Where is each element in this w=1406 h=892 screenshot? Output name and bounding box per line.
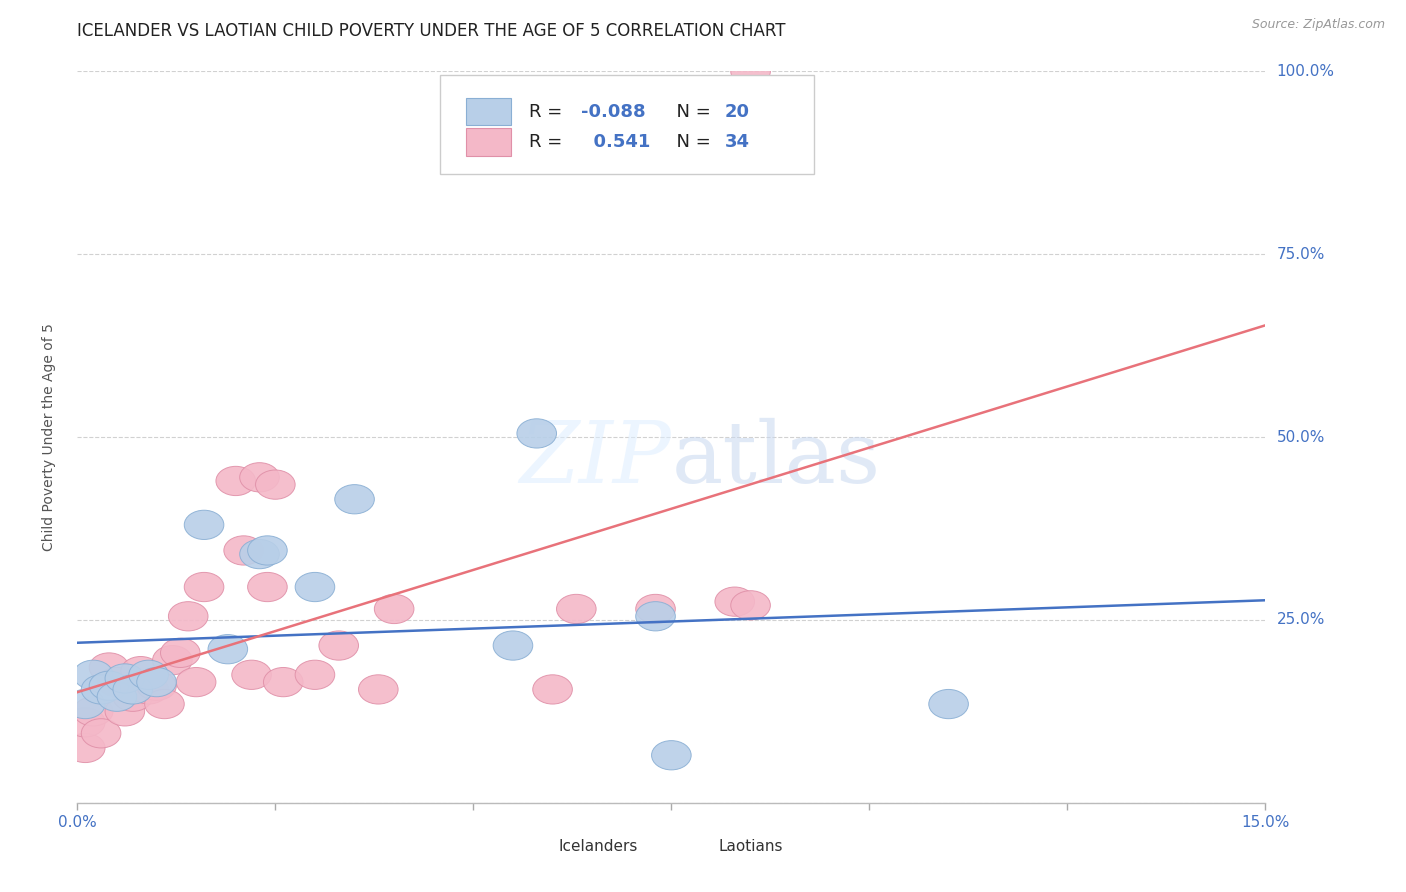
Ellipse shape	[359, 674, 398, 704]
Ellipse shape	[256, 470, 295, 500]
Text: ZIP: ZIP	[519, 417, 672, 500]
Text: Source: ZipAtlas.com: Source: ZipAtlas.com	[1251, 18, 1385, 31]
Ellipse shape	[184, 573, 224, 602]
Ellipse shape	[112, 682, 153, 712]
Ellipse shape	[105, 697, 145, 726]
Ellipse shape	[66, 707, 105, 737]
Ellipse shape	[97, 682, 136, 712]
Ellipse shape	[731, 57, 770, 86]
Ellipse shape	[89, 671, 129, 700]
Text: N =: N =	[665, 133, 717, 152]
Ellipse shape	[121, 657, 160, 686]
Ellipse shape	[112, 674, 153, 704]
Ellipse shape	[169, 601, 208, 631]
Text: atlas: atlas	[672, 417, 880, 500]
Ellipse shape	[731, 591, 770, 620]
Ellipse shape	[247, 573, 287, 602]
Ellipse shape	[184, 510, 224, 540]
Ellipse shape	[224, 536, 263, 566]
Text: Laotians: Laotians	[718, 839, 783, 855]
Ellipse shape	[929, 690, 969, 719]
Text: 75.0%: 75.0%	[1277, 247, 1324, 261]
Ellipse shape	[533, 674, 572, 704]
Text: 50.0%: 50.0%	[1277, 430, 1324, 444]
Text: -0.088: -0.088	[581, 103, 645, 120]
Text: Icelanders: Icelanders	[558, 839, 638, 855]
Text: 34: 34	[725, 133, 749, 152]
Ellipse shape	[105, 664, 145, 693]
Ellipse shape	[73, 697, 112, 726]
Text: R =: R =	[529, 133, 568, 152]
Ellipse shape	[160, 639, 200, 667]
Text: ICELANDER VS LAOTIAN CHILD POVERTY UNDER THE AGE OF 5 CORRELATION CHART: ICELANDER VS LAOTIAN CHILD POVERTY UNDER…	[77, 22, 786, 40]
Text: R =: R =	[529, 103, 568, 120]
Ellipse shape	[153, 646, 193, 674]
Ellipse shape	[239, 540, 280, 569]
Y-axis label: Child Poverty Under the Age of 5: Child Poverty Under the Age of 5	[42, 323, 56, 551]
Ellipse shape	[82, 719, 121, 747]
FancyBboxPatch shape	[465, 98, 510, 126]
Ellipse shape	[66, 690, 105, 719]
Ellipse shape	[335, 484, 374, 514]
Ellipse shape	[557, 594, 596, 624]
Ellipse shape	[136, 671, 176, 700]
Ellipse shape	[129, 660, 169, 690]
Ellipse shape	[263, 667, 304, 697]
Text: 100.0%: 100.0%	[1277, 64, 1334, 78]
Ellipse shape	[714, 587, 755, 616]
FancyBboxPatch shape	[510, 832, 544, 862]
Ellipse shape	[217, 467, 256, 496]
Ellipse shape	[295, 573, 335, 602]
Ellipse shape	[651, 740, 692, 770]
Ellipse shape	[636, 601, 675, 631]
Ellipse shape	[176, 667, 217, 697]
Ellipse shape	[517, 419, 557, 448]
Ellipse shape	[66, 733, 105, 763]
Ellipse shape	[239, 463, 280, 492]
Text: 25.0%: 25.0%	[1277, 613, 1324, 627]
Ellipse shape	[232, 660, 271, 690]
Ellipse shape	[636, 594, 675, 624]
FancyBboxPatch shape	[440, 75, 814, 174]
Ellipse shape	[136, 667, 176, 697]
Ellipse shape	[82, 674, 121, 704]
Ellipse shape	[129, 674, 169, 704]
Ellipse shape	[374, 594, 413, 624]
Ellipse shape	[89, 653, 129, 682]
Text: N =: N =	[665, 103, 717, 120]
Ellipse shape	[247, 536, 287, 566]
Text: 20: 20	[725, 103, 749, 120]
FancyBboxPatch shape	[672, 832, 704, 862]
Ellipse shape	[73, 660, 112, 690]
Text: 0.541: 0.541	[581, 133, 651, 152]
Ellipse shape	[319, 631, 359, 660]
Ellipse shape	[295, 660, 335, 690]
Ellipse shape	[494, 631, 533, 660]
Ellipse shape	[208, 634, 247, 664]
Ellipse shape	[145, 690, 184, 719]
Ellipse shape	[97, 667, 136, 697]
FancyBboxPatch shape	[465, 128, 510, 156]
